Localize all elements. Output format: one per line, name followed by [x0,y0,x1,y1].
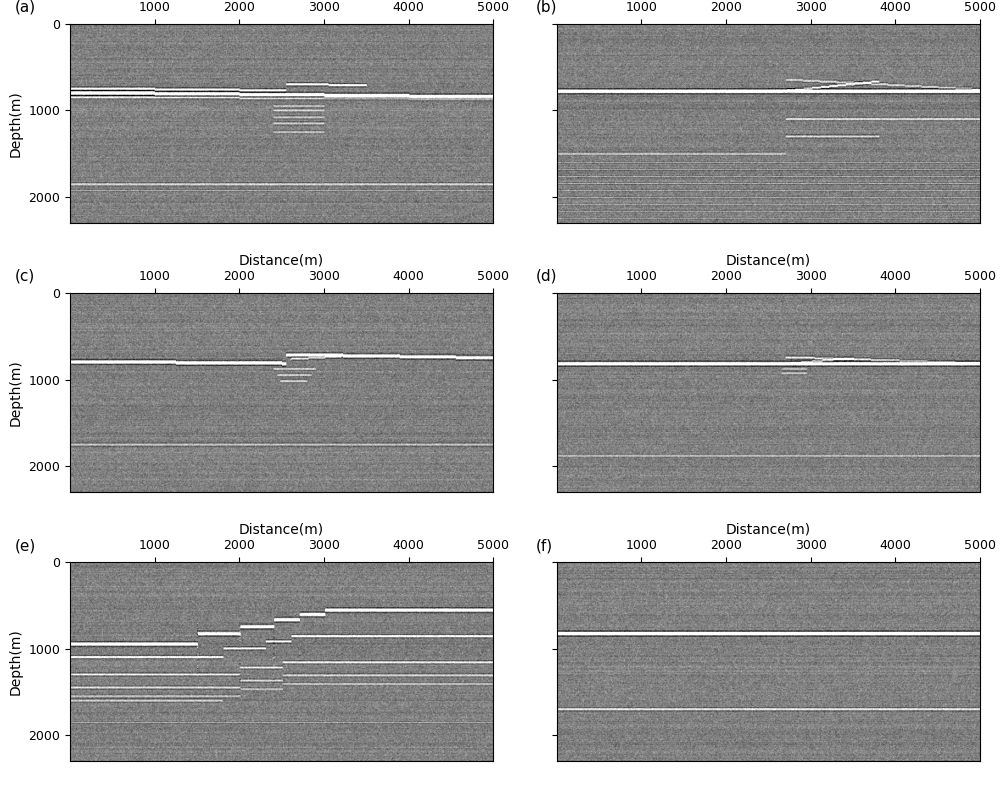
Text: (a): (a) [15,0,36,15]
Text: (d): (d) [536,269,557,284]
Y-axis label: Depth(m): Depth(m) [9,628,23,695]
Text: (f): (f) [536,538,553,553]
Text: (e): (e) [15,538,36,553]
Text: (b): (b) [536,0,557,15]
X-axis label: Distance(m): Distance(m) [239,523,324,537]
Y-axis label: Depth(m): Depth(m) [9,359,23,426]
X-axis label: Distance(m): Distance(m) [239,254,324,267]
X-axis label: Distance(m): Distance(m) [726,523,811,537]
Text: (c): (c) [15,269,35,284]
X-axis label: Distance(m): Distance(m) [726,254,811,267]
Y-axis label: Depth(m): Depth(m) [9,90,23,157]
